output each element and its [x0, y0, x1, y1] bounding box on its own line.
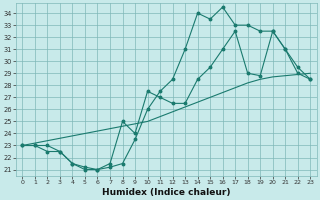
X-axis label: Humidex (Indice chaleur): Humidex (Indice chaleur): [102, 188, 231, 197]
